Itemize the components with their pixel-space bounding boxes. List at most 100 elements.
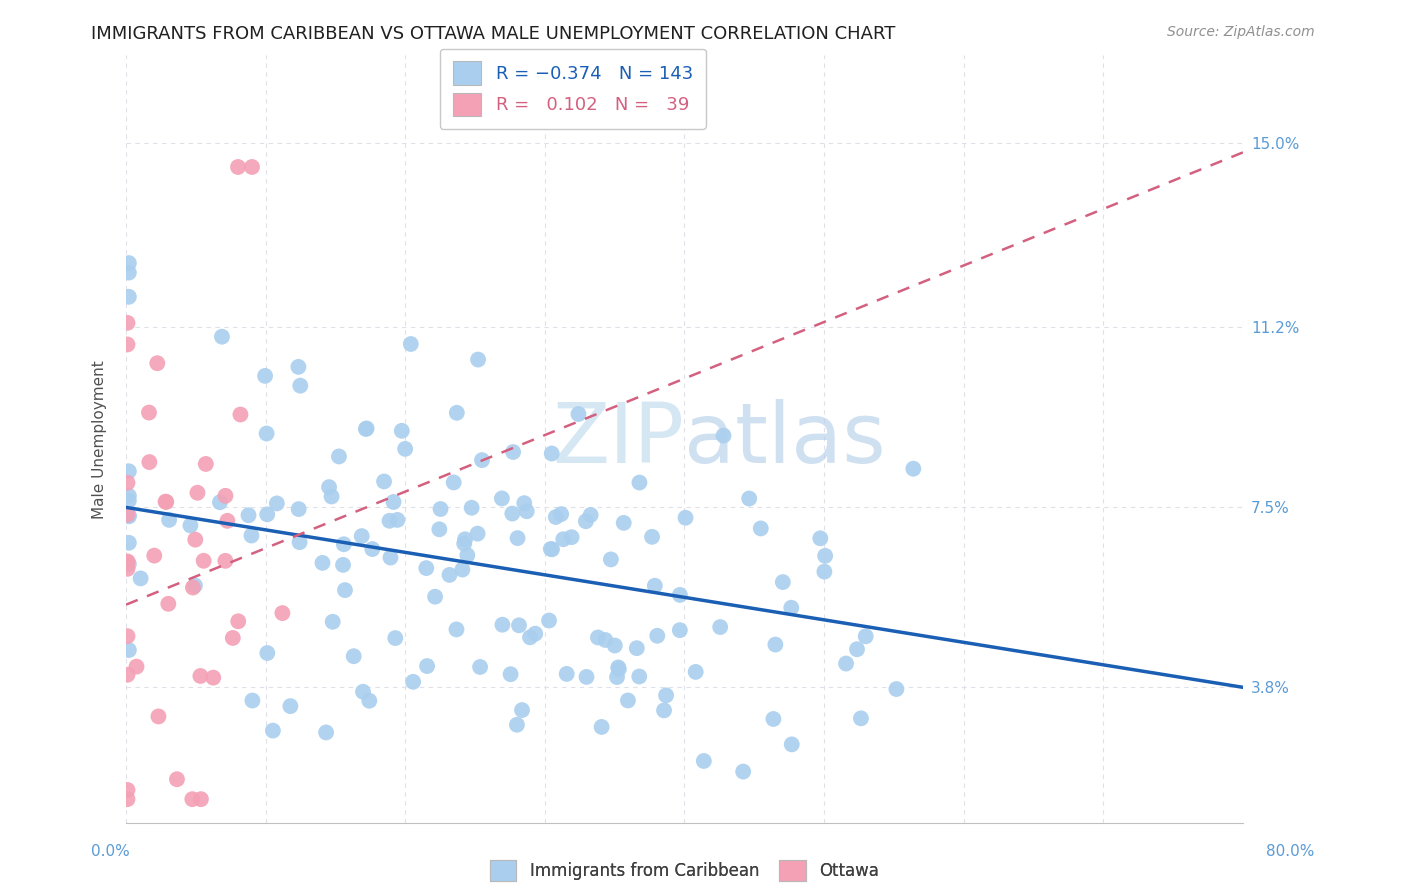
Point [280,699,302,714]
Point [402,674,425,689]
Point [814,549,837,563]
Point [117,337,139,351]
Point [148,709,170,723]
Point [117,792,139,806]
Point [467,352,489,367]
Point [575,670,598,684]
Point [607,662,630,676]
Point [423,590,446,604]
Point [595,632,617,647]
Point [179,518,201,533]
Point [254,368,277,383]
Point [138,406,160,420]
Point [502,445,524,459]
Point [378,514,401,528]
Point [628,475,651,490]
Point [321,490,343,504]
Point [579,508,602,522]
Point [613,516,636,530]
Point [118,489,141,503]
Text: 80.0%: 80.0% [1267,845,1315,859]
Point [886,681,908,696]
Point [555,666,578,681]
Point [506,718,529,732]
Point [780,600,803,615]
Point [808,532,831,546]
Point [118,266,141,280]
Point [501,507,523,521]
Point [193,554,215,568]
Text: IMMIGRANTS FROM CARIBBEAN VS OTTAWA MALE UNEMPLOYMENT CORRELATION CHART: IMMIGRANTS FROM CARIBBEAN VS OTTAWA MALE… [91,25,896,43]
Point [606,670,628,684]
Point [146,356,169,370]
Point [117,629,139,643]
Point [288,535,311,549]
Point [117,316,139,330]
Point [675,510,697,524]
Point [846,642,869,657]
Point [118,290,141,304]
Point [415,561,437,575]
Point [394,442,416,456]
Point [586,631,609,645]
Point [356,421,378,435]
Point [157,597,180,611]
Point [453,536,475,550]
Point [262,723,284,738]
Point [519,630,541,644]
Point [287,359,309,374]
Point [544,510,567,524]
Point [645,629,668,643]
Point [382,495,405,509]
Point [508,618,530,632]
Point [202,671,225,685]
Point [467,526,489,541]
Point [181,581,204,595]
Point [343,649,366,664]
Point [186,485,208,500]
Point [214,554,236,568]
Point [240,160,263,174]
Text: ZIP: ZIP [553,399,685,480]
Point [685,665,707,679]
Point [499,667,522,681]
Point [117,562,139,576]
Point [849,711,872,725]
Point [513,496,536,510]
Point [644,579,666,593]
Point [214,489,236,503]
Point [315,725,337,739]
Point [118,464,141,478]
Point [118,493,141,508]
Point [208,495,231,509]
Point [446,623,468,637]
Point [125,659,148,673]
Point [229,408,252,422]
Legend: Immigrants from Caribbean, Ottawa: Immigrants from Caribbean, Ottawa [484,854,886,888]
Point [373,475,395,489]
Point [652,703,675,717]
Point [387,513,409,527]
Point [451,562,474,576]
Text: atlas: atlas [685,399,886,480]
Point [190,669,212,683]
Point [669,588,692,602]
Point [352,684,374,698]
Point [138,455,160,469]
Point [361,542,384,557]
Point [117,554,139,568]
Point [226,615,249,629]
Point [354,422,377,436]
Point [541,542,564,557]
Point [709,620,731,634]
Point [117,555,139,569]
Point [903,461,925,475]
Point [399,337,422,351]
Point [328,450,350,464]
Point [256,646,278,660]
Point [311,556,333,570]
Point [538,614,561,628]
Point [439,568,461,582]
Point [762,712,785,726]
Point [184,533,207,547]
